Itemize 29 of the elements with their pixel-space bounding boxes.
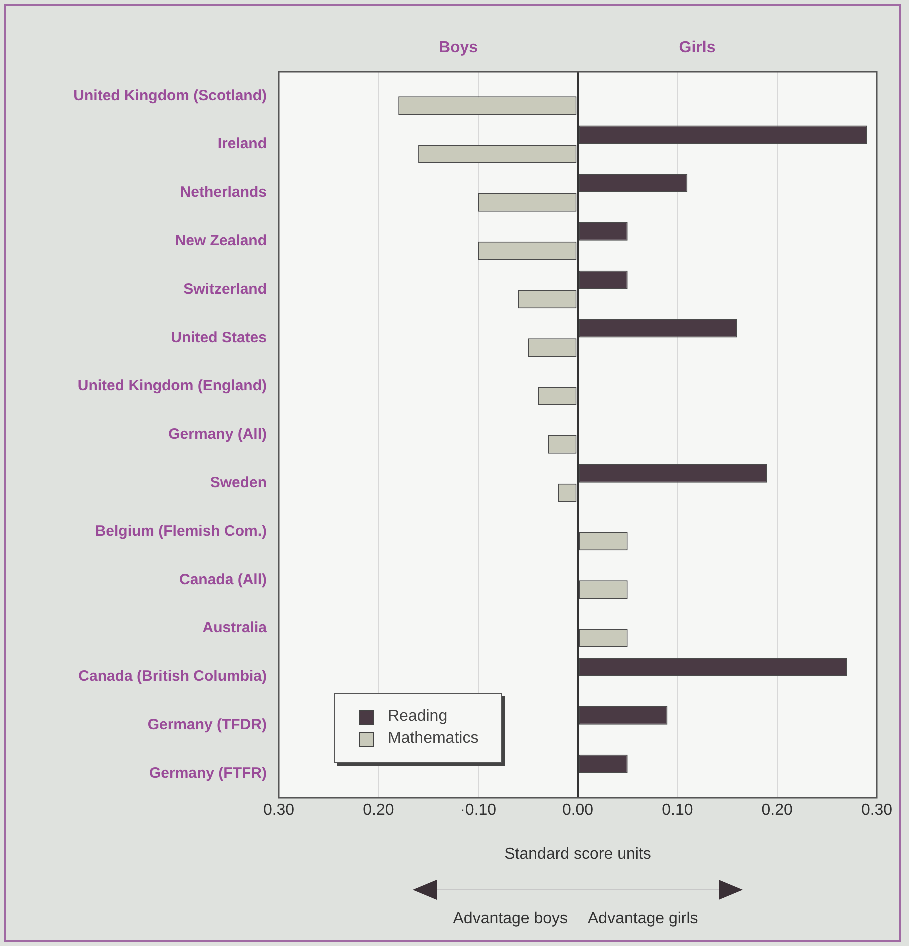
y-tick-label: Netherlands <box>180 184 267 202</box>
y-tick-label: United Kingdom (Scotland) <box>74 87 267 104</box>
legend-label: Mathematics <box>388 730 479 748</box>
y-tick-label: Belgium (Flemish Com.) <box>95 522 267 540</box>
text: Advantage girls <box>588 910 698 928</box>
x-tick-label: 0.20 <box>363 802 394 820</box>
x-tick-label: 0.30 <box>861 802 893 820</box>
y-tick-label: Germany (TFDR) <box>148 716 267 734</box>
y-tick-label: Ireland <box>218 136 267 153</box>
text: Advantage boys <box>453 910 568 928</box>
legend-label: Reading <box>388 708 448 726</box>
y-tick-label: Sweden <box>210 474 267 492</box>
y-tick-label: Australia <box>202 620 268 637</box>
x-tick-label: 0.20 <box>762 802 794 820</box>
y-tick-label: Canada (All) <box>179 571 267 588</box>
text: Boys <box>438 39 478 56</box>
text: Girls <box>679 39 716 56</box>
y-tick-label: Germany (All) <box>168 426 267 444</box>
x-tick-label: 0.00 <box>562 802 594 820</box>
x-tick-label: 0.10 <box>662 802 694 820</box>
x-tick-label: 0.30 <box>263 802 295 820</box>
y-tick-label: Germany (FTFR) <box>149 764 267 782</box>
y-tick-label: New Zealand <box>175 232 267 250</box>
y-tick-label: Canada (British Columbia) <box>78 668 267 686</box>
y-tick-label: Switzerland <box>184 280 267 298</box>
x-tick-label: ·0.10 <box>460 802 497 820</box>
y-tick-label: United Kingdom (England) <box>78 378 268 395</box>
x-axis-title: Standard score units <box>504 846 652 863</box>
y-tick-label: United States <box>171 329 267 346</box>
